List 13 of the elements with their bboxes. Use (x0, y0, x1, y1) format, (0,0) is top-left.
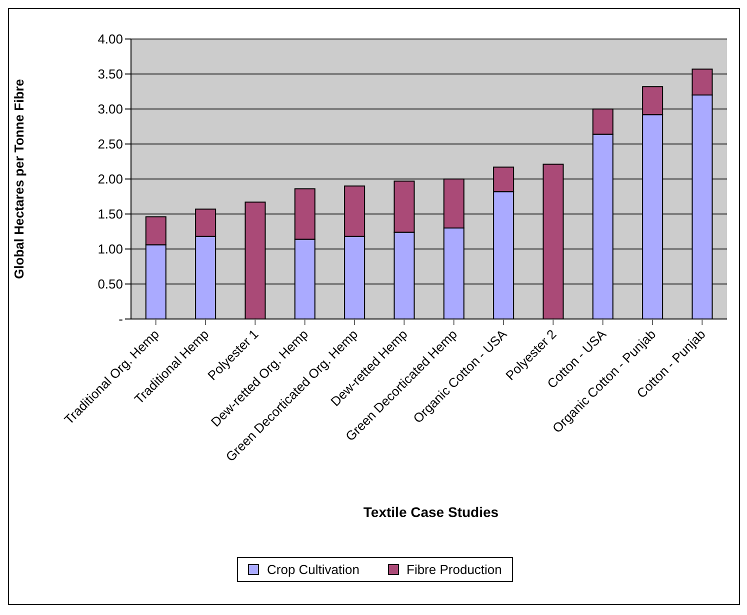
y-tick-label: 1.00 (98, 242, 123, 257)
y-tick-label: 0.50 (98, 276, 123, 292)
y-tick-label: 2.00 (98, 172, 123, 187)
y-tick-label: 2.50 (98, 136, 123, 152)
y-tick-label: 3.00 (98, 102, 123, 117)
x-axis-title: Textile Case Studies (362, 504, 500, 520)
legend-label: Crop Cultivation (266, 562, 360, 577)
y-tick-label: 1.50 (98, 206, 123, 222)
y-tick-label: 4.00 (98, 32, 123, 47)
y-tick-label: - (118, 312, 123, 327)
y-axis-title: Global Hectares per Tonne Fibre (12, 79, 27, 279)
y-tick-label: 3.50 (98, 66, 123, 82)
legend-label: Fibre Production (406, 562, 502, 577)
